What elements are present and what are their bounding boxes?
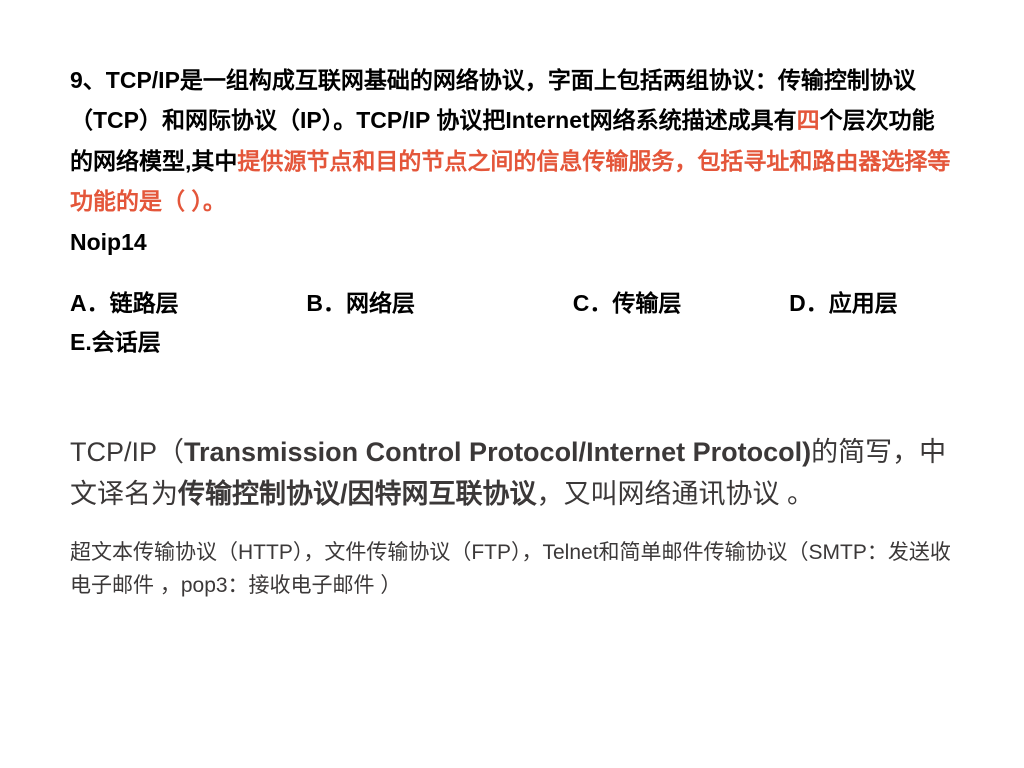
options-block: A．链路层 B．网络层 C．传输层 D．应用层 E.会话层 [70, 284, 954, 362]
option-b: B．网络层 [306, 284, 566, 323]
explain1-p1: TCP/IP（ [70, 437, 184, 467]
question-prefix: 9、TCP/IP是一组构成互联网基础的网络协议，字面上包括两组协议：传输控制协议… [70, 67, 916, 133]
options-row-1: A．链路层 B．网络层 C．传输层 D．应用层 [70, 284, 954, 323]
slide-content: 9、TCP/IP是一组构成互联网基础的网络协议，字面上包括两组协议：传输控制协议… [0, 0, 1024, 768]
question-text: 9、TCP/IP是一组构成互联网基础的网络协议，字面上包括两组协议：传输控制协议… [70, 60, 954, 221]
explain1-p5: ，又叫网络通讯协议 。 [537, 479, 815, 509]
explanation-2: 超文本传输协议（HTTP），文件传输协议（FTP），Telnet和简单邮件传输协… [70, 536, 954, 603]
option-c: C．传输层 [573, 284, 783, 323]
explanation-1: TCP/IP（Transmission Control Protocol/Int… [70, 432, 954, 516]
explain1-p2: Transmission Control Protocol/Internet P… [184, 437, 811, 467]
highlight-four: 四 [797, 107, 820, 133]
option-d: D．应用层 [789, 284, 898, 323]
explain1-p4: 传输控制协议/因特网互联协议 [178, 479, 537, 509]
noip-label: Noip14 [70, 229, 954, 256]
option-e: E.会话层 [70, 323, 954, 362]
option-a: A．链路层 [70, 284, 300, 323]
